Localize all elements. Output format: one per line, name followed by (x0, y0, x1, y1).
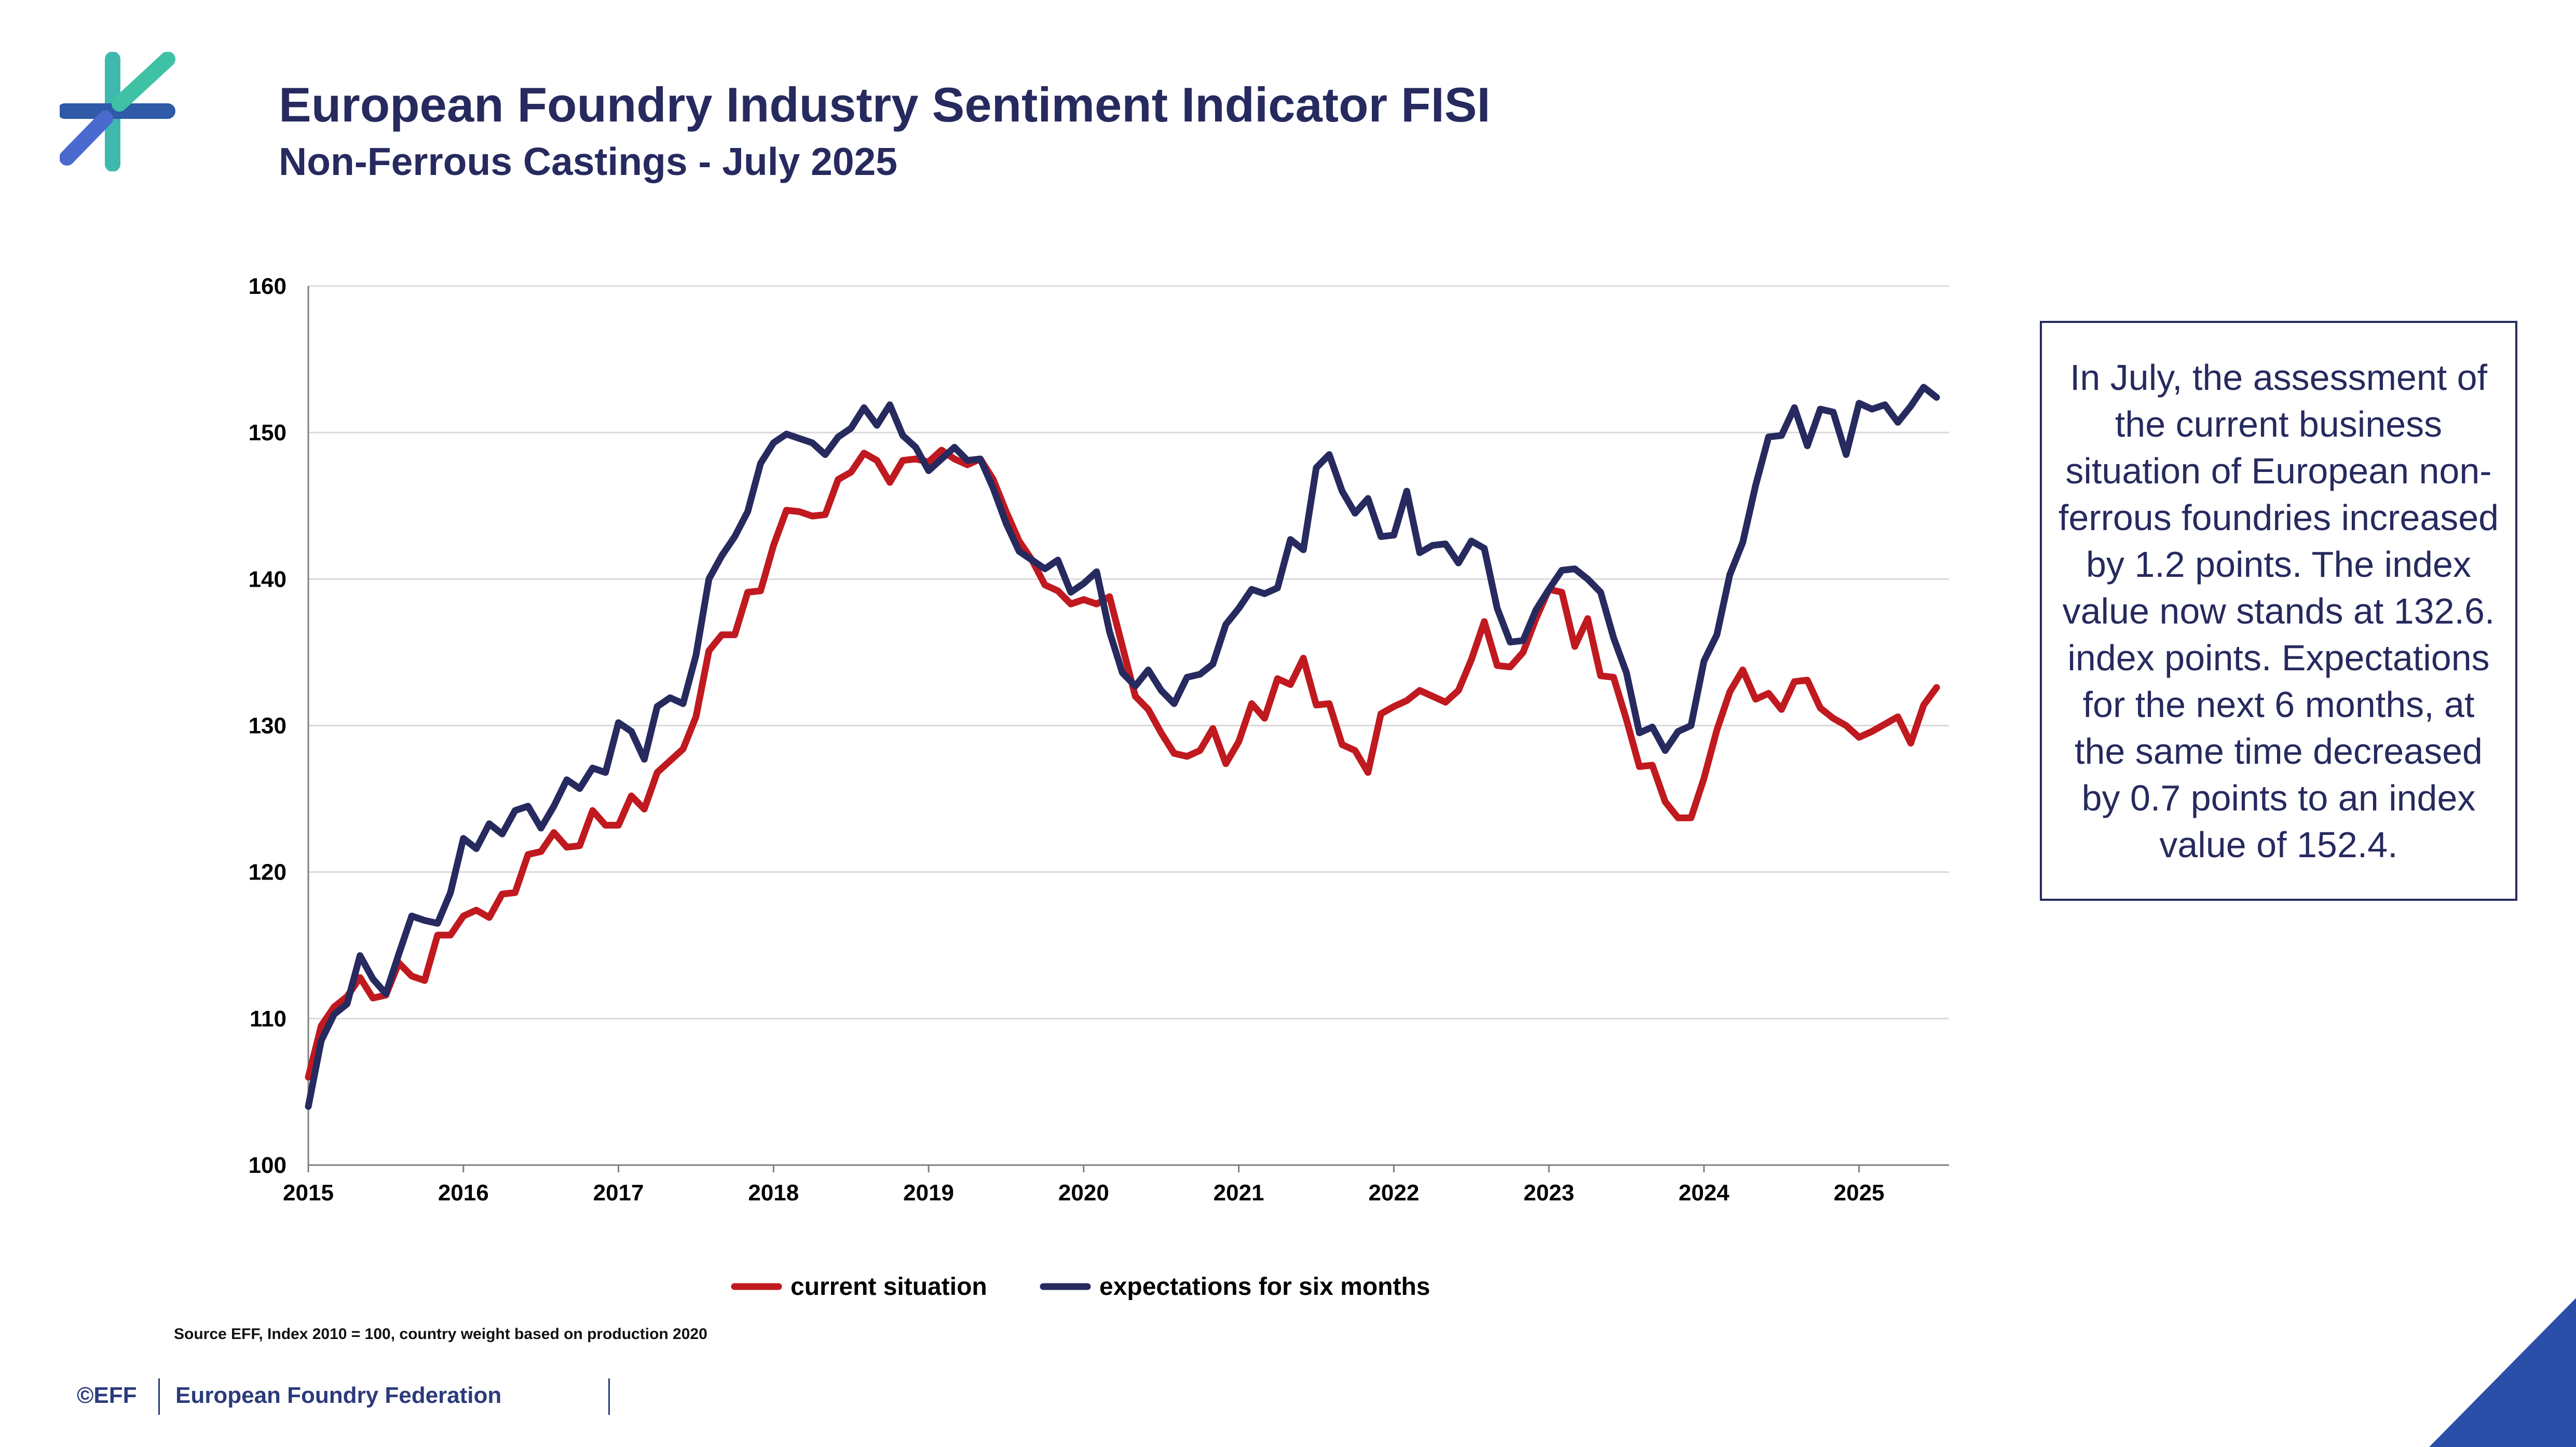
legend-label: current situation (790, 1273, 987, 1301)
x-tick-label: 2022 (1368, 1180, 1419, 1206)
y-tick-label: 130 (249, 713, 287, 739)
y-tick-label: 140 (249, 566, 287, 592)
footer-copyright: ©EFF (77, 1383, 137, 1408)
y-tick-label: 120 (249, 860, 287, 885)
page-subtitle: Non-Ferrous Castings - July 2025 (279, 140, 897, 183)
y-axis-tick-labels: 100 110 120 130 140 150 160 (249, 274, 287, 1178)
footer-divider (158, 1378, 160, 1415)
x-axis-tick-labels: 2015 2016 2017 2018 2019 2020 2021 2022 2023 2024… (283, 1180, 1885, 1206)
chart-axes (307, 286, 1949, 1172)
chart-series (305, 384, 1940, 1110)
series-line-expectations (305, 384, 1940, 1110)
x-tick-label: 2020 (1058, 1180, 1109, 1206)
x-tick-label: 2017 (593, 1180, 644, 1206)
corner-triangle-shape (2429, 1298, 2576, 1447)
footer-divider (608, 1378, 610, 1415)
footer-organization: European Foundry Federation (175, 1383, 502, 1408)
commentary-box: In July, the assessment of the current b… (2040, 321, 2517, 901)
page-title: European Foundry Industry Sentiment Indi… (279, 77, 1491, 132)
x-tick-label: 2016 (438, 1180, 489, 1206)
x-tick-label: 2018 (748, 1180, 799, 1206)
logo-diagonal-down (60, 111, 113, 166)
y-tick-label: 160 (249, 274, 287, 299)
x-tick-label: 2019 (903, 1180, 954, 1206)
legend-label: expectations for six months (1099, 1273, 1430, 1301)
series-line-current-situation (305, 447, 1940, 1081)
y-tick-label: 110 (250, 1006, 287, 1032)
chart-legend: current situation expectations for six mo… (731, 1273, 1430, 1301)
commentary-text: In July, the assessment of the current b… (2058, 357, 2499, 865)
chart-grid (308, 285, 1949, 1020)
source-note: Source EFF, Index 2010 = 100, country we… (174, 1326, 707, 1343)
x-tick-label: 2021 (1214, 1180, 1264, 1206)
eff-star-logo-icon (60, 52, 175, 171)
x-tick-label: 2025 (1834, 1180, 1885, 1206)
logo-diagonal-up (112, 52, 175, 112)
y-tick-label: 150 (249, 420, 287, 445)
corner-accent-triangle (2429, 1298, 2576, 1447)
x-tick-label: 2024 (1679, 1180, 1729, 1206)
x-tick-label: 2015 (283, 1180, 334, 1206)
y-tick-label: 100 (249, 1153, 287, 1178)
x-tick-label: 2023 (1523, 1180, 1574, 1206)
